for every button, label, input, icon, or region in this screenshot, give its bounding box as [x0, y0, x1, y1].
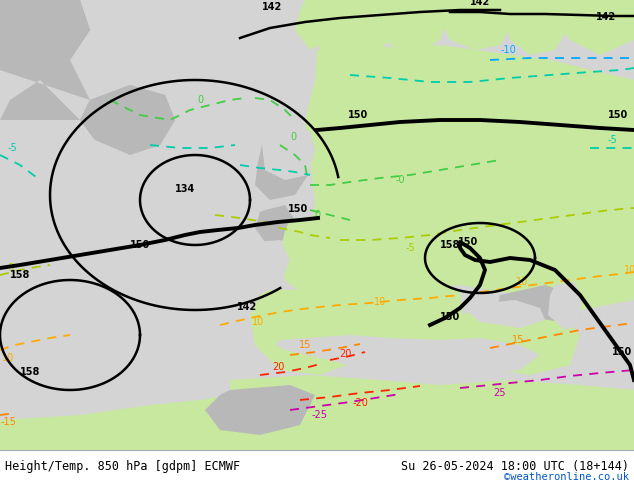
Polygon shape [395, 215, 510, 275]
Polygon shape [428, 305, 580, 375]
Polygon shape [498, 285, 580, 322]
Polygon shape [310, 0, 400, 65]
Polygon shape [280, 215, 370, 305]
Bar [0, 450, 634, 490]
Polygon shape [0, 375, 634, 450]
Text: 10: 10 [374, 297, 386, 307]
Text: Su 26-05-2024 18:00 UTC (18+144): Su 26-05-2024 18:00 UTC (18+144) [401, 460, 629, 473]
Text: 15: 15 [299, 340, 311, 350]
Text: 0: 0 [197, 95, 203, 105]
Text: 15: 15 [512, 335, 524, 345]
Text: 158: 158 [440, 240, 460, 250]
Text: -5: -5 [405, 243, 415, 253]
Polygon shape [255, 205, 295, 242]
Text: -5: -5 [5, 263, 15, 273]
Text: 10: 10 [516, 277, 528, 287]
Text: 142: 142 [237, 302, 257, 312]
Text: 25: 25 [494, 388, 507, 398]
Polygon shape [295, 0, 345, 50]
Polygon shape [250, 290, 380, 375]
Text: -20: -20 [352, 398, 368, 408]
Polygon shape [438, 0, 515, 50]
Polygon shape [205, 385, 315, 435]
Polygon shape [330, 285, 375, 365]
Text: ©weatheronline.co.uk: ©weatheronline.co.uk [504, 472, 629, 482]
Polygon shape [245, 240, 290, 285]
Text: 150: 150 [458, 237, 478, 247]
Polygon shape [0, 130, 155, 395]
Polygon shape [262, 130, 315, 180]
Polygon shape [548, 282, 582, 330]
Polygon shape [555, 0, 634, 55]
Polygon shape [365, 280, 465, 370]
Text: 150: 150 [130, 240, 150, 250]
Polygon shape [0, 120, 80, 270]
Polygon shape [80, 85, 175, 155]
Text: 150: 150 [288, 204, 308, 214]
Text: 10: 10 [624, 265, 634, 275]
Text: 10: 10 [2, 353, 14, 363]
Polygon shape [255, 135, 308, 200]
Polygon shape [468, 300, 545, 328]
Polygon shape [295, 240, 370, 295]
Text: -15: -15 [0, 417, 16, 427]
Text: 150: 150 [348, 110, 368, 120]
Text: 158: 158 [10, 270, 30, 280]
Text: 0: 0 [290, 132, 296, 142]
Text: -0: -0 [395, 175, 405, 185]
Text: 20: 20 [339, 349, 351, 359]
Text: 150: 150 [612, 347, 632, 357]
Text: 142: 142 [596, 12, 616, 22]
Polygon shape [378, 0, 450, 55]
Text: 150: 150 [440, 312, 460, 322]
Text: 142: 142 [262, 2, 282, 12]
Polygon shape [0, 0, 60, 70]
Polygon shape [505, 0, 570, 55]
Polygon shape [0, 0, 90, 120]
Text: 20: 20 [272, 362, 284, 372]
Text: Height/Temp. 850 hPa [gdpm] ECMWF: Height/Temp. 850 hPa [gdpm] ECMWF [5, 460, 240, 473]
Polygon shape [0, 70, 90, 120]
Text: -10: -10 [500, 45, 516, 55]
Text: 142: 142 [470, 0, 490, 7]
Text: 0: 0 [314, 210, 320, 220]
Text: -5: -5 [607, 135, 617, 145]
Polygon shape [0, 0, 175, 145]
Text: 150: 150 [608, 110, 628, 120]
Polygon shape [305, 45, 634, 310]
Text: 134: 134 [175, 184, 195, 194]
Text: 158: 158 [20, 367, 41, 377]
Polygon shape [335, 210, 440, 265]
Text: -5: -5 [7, 143, 17, 153]
Text: 10: 10 [252, 317, 264, 327]
Polygon shape [275, 335, 540, 378]
Text: -25: -25 [312, 410, 328, 420]
